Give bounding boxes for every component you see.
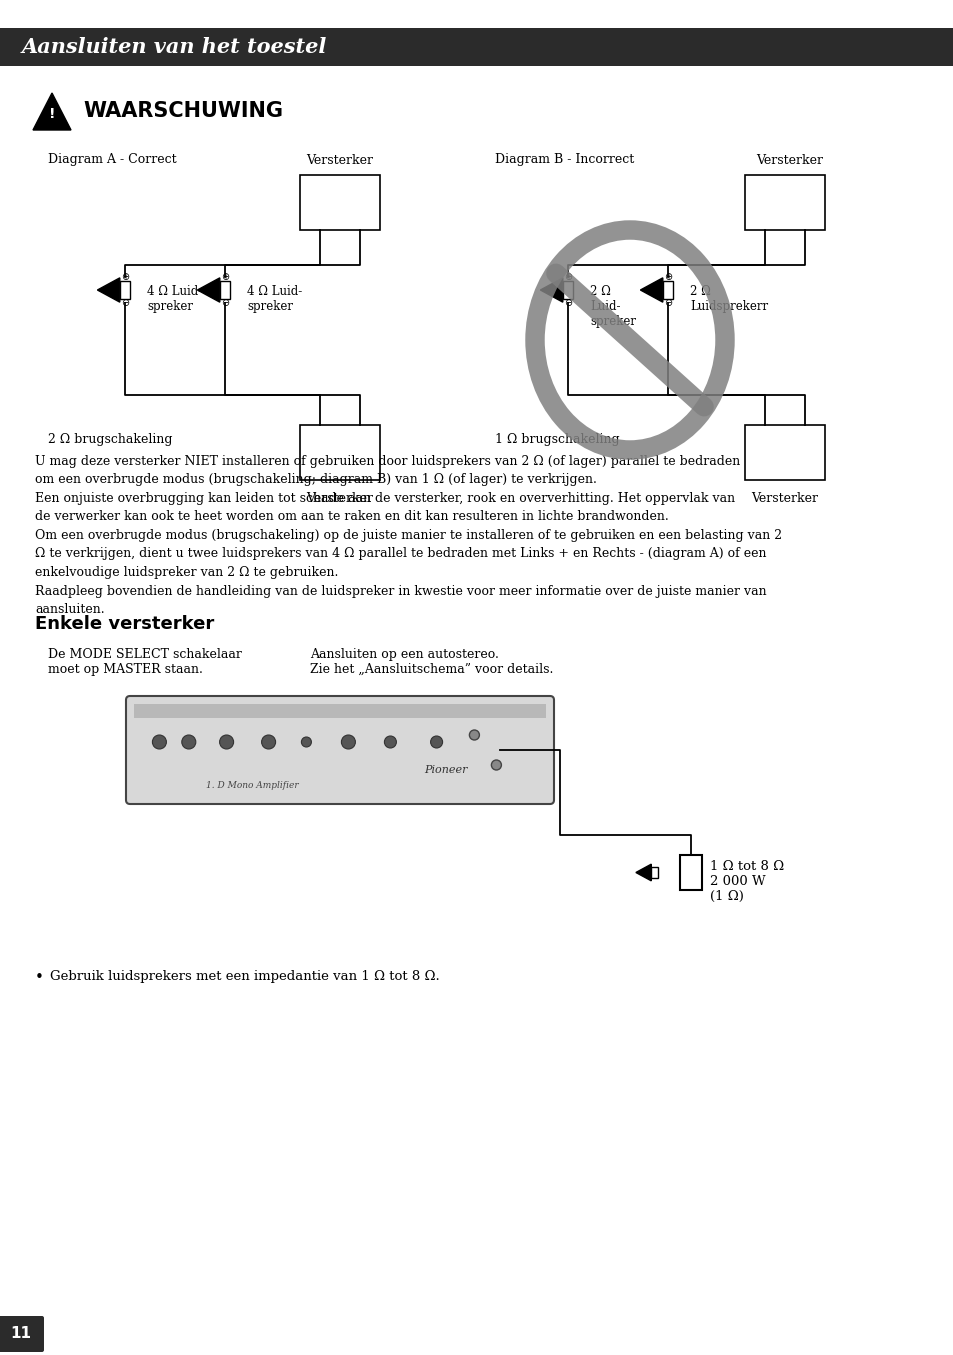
Text: 2 Ω
Luidsprekerr: 2 Ω Luidsprekerr (689, 285, 767, 313)
Text: de verwerker kan ook te heet worden om aan te raken en dit kan resulteren in lic: de verwerker kan ook te heet worden om a… (35, 511, 668, 523)
Text: enkelvoudige luidspreker van 2 Ω te gebruiken.: enkelvoudige luidspreker van 2 Ω te gebr… (35, 566, 338, 579)
Bar (299, 175, 379, 230)
Text: De MODE SELECT schakelaar
moet op MASTER staan.: De MODE SELECT schakelaar moet op MASTER… (48, 648, 242, 676)
Bar (299, 425, 379, 480)
Text: !: ! (49, 107, 55, 122)
Text: Versterker: Versterker (306, 153, 374, 167)
Polygon shape (33, 93, 71, 130)
Text: ⊕: ⊕ (121, 272, 129, 282)
Circle shape (384, 736, 396, 748)
Text: 1 Ω brugschakeling: 1 Ω brugschakeling (495, 434, 619, 447)
Bar (219, 282, 230, 299)
Bar (679, 855, 701, 890)
Text: WAARSCHUWING: WAARSCHUWING (83, 102, 283, 121)
Circle shape (182, 734, 195, 749)
Bar (651, 867, 658, 878)
Text: 2 Ω
Luid-
spreker: 2 Ω Luid- spreker (589, 285, 636, 328)
Text: Gebruik luidsprekers met een impedantie van 1 Ω tot 8 Ω.: Gebruik luidsprekers met een impedantie … (50, 970, 439, 982)
Circle shape (152, 734, 166, 749)
Text: U mag deze versterker NIET installeren of gebruiken door luidsprekers van 2 Ω (o: U mag deze versterker NIET installeren o… (35, 455, 740, 467)
Text: 4 Ω Luid-
spreker: 4 Ω Luid- spreker (147, 285, 202, 313)
Text: Aansluiten op een autostereo.
Zie het „Aansluitschema” voor details.: Aansluiten op een autostereo. Zie het „A… (310, 648, 553, 676)
Text: ⊖: ⊖ (221, 298, 229, 308)
Bar (744, 425, 824, 480)
Text: •: • (35, 970, 44, 985)
Circle shape (430, 736, 442, 748)
Polygon shape (539, 278, 562, 302)
Bar (120, 282, 130, 299)
FancyBboxPatch shape (133, 705, 545, 718)
Text: ⊕: ⊕ (563, 272, 572, 282)
Text: Versterker: Versterker (756, 153, 822, 167)
FancyBboxPatch shape (0, 1316, 44, 1352)
Text: Versterker: Versterker (306, 492, 374, 504)
Text: ⊕: ⊕ (221, 272, 229, 282)
Circle shape (341, 734, 355, 749)
Polygon shape (197, 278, 219, 302)
Bar (562, 282, 573, 299)
Bar (0, 28, 953, 66)
Text: om een overbrugde modus (brugschakeling; diagram B) van 1 Ω (of lager) te verkri: om een overbrugde modus (brugschakeling;… (35, 473, 597, 486)
Text: 1 Ω tot 8 Ω
2 000 W
(1 Ω): 1 Ω tot 8 Ω 2 000 W (1 Ω) (709, 860, 783, 902)
Circle shape (301, 737, 311, 747)
Text: Pioneer: Pioneer (423, 766, 467, 775)
Text: Raadpleeg bovendien de handleiding van de luidspreker in kwestie voor meer infor: Raadpleeg bovendien de handleiding van d… (35, 584, 766, 598)
FancyBboxPatch shape (126, 696, 554, 804)
Text: Ω te verkrijgen, dient u twee luidsprekers van 4 Ω parallel te bedraden met Link: Ω te verkrijgen, dient u twee luidspreke… (35, 547, 765, 561)
Bar (662, 282, 672, 299)
Text: ⊖: ⊖ (121, 298, 129, 308)
Text: Een onjuiste overbrugging kan leiden tot schade aan de versterker, rook en overv: Een onjuiste overbrugging kan leiden tot… (35, 492, 735, 505)
Text: ⊖: ⊖ (663, 298, 671, 308)
Circle shape (261, 734, 275, 749)
Polygon shape (639, 278, 662, 302)
Text: Enkele versterker: Enkele versterker (35, 615, 214, 633)
Circle shape (491, 760, 501, 770)
Polygon shape (97, 278, 120, 302)
Text: 1. D Mono Amplifier: 1. D Mono Amplifier (206, 782, 298, 790)
Text: Diagram B - Incorrect: Diagram B - Incorrect (495, 153, 634, 167)
Text: Diagram A - Correct: Diagram A - Correct (48, 153, 176, 167)
Circle shape (219, 734, 233, 749)
Circle shape (469, 730, 479, 740)
Text: 4 Ω Luid-
spreker: 4 Ω Luid- spreker (247, 285, 302, 313)
Text: Aansluiten van het toestel: Aansluiten van het toestel (22, 37, 327, 57)
Text: ⊕: ⊕ (663, 272, 671, 282)
Polygon shape (636, 864, 651, 881)
Text: 11: 11 (10, 1327, 31, 1341)
Bar (744, 175, 824, 230)
Text: Versterker: Versterker (751, 492, 818, 504)
Text: aansluiten.: aansluiten. (35, 603, 105, 617)
Text: 2 Ω brugschakeling: 2 Ω brugschakeling (48, 434, 172, 447)
Text: Om een overbrugde modus (brugschakeling) op de juiste manier te installeren of t: Om een overbrugde modus (brugschakeling)… (35, 528, 781, 542)
Text: ⊖: ⊖ (563, 298, 572, 308)
